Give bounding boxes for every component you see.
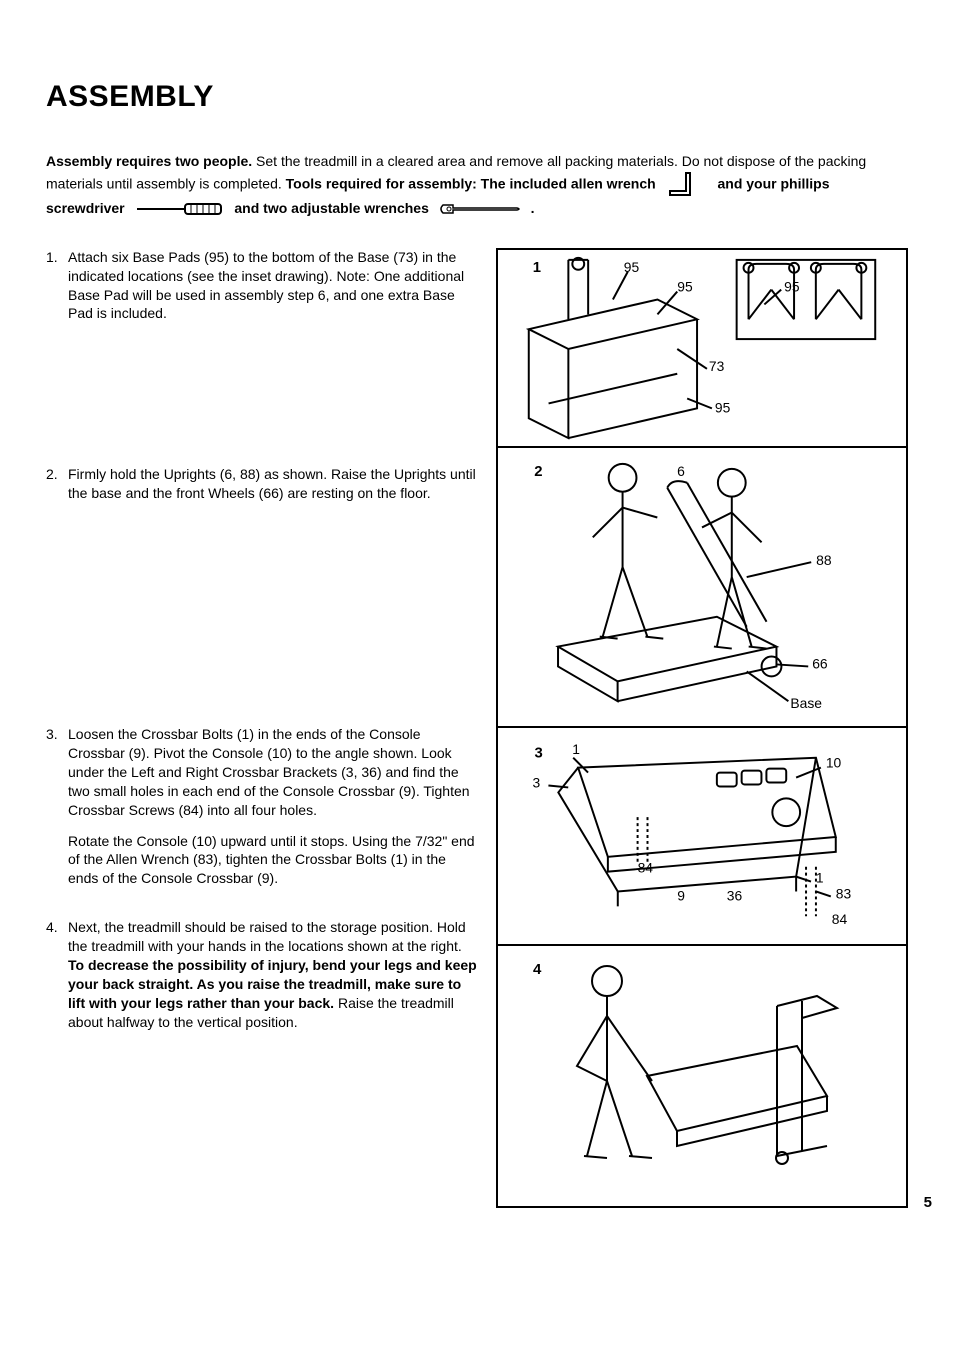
step-2-text: Firmly hold the Uprights (6, 88) as show… [68, 465, 478, 503]
callout-1b: 1 [816, 869, 824, 885]
step-3-text-a: Loosen the Crossbar Bolts (1) in the end… [68, 725, 478, 819]
callout-36: 36 [727, 887, 743, 903]
adjustable-wrench-icon [439, 201, 521, 217]
callout-84b: 84 [832, 911, 848, 927]
callout-base: Base [790, 695, 822, 711]
panel-4-id: 4 [533, 961, 542, 978]
figure-panel-3: 3 1 3 10 84 9 36 1 83 84 [498, 728, 906, 946]
screwdriver-icon [135, 202, 225, 216]
callout-95c: 95 [784, 278, 800, 294]
allen-wrench-icon [666, 171, 708, 199]
panel-1-id: 1 [533, 260, 541, 276]
figure-panel-4: 4 [498, 946, 906, 1206]
intro-tools-bold: Tools required for assembly: The include… [286, 176, 656, 192]
callout-95a: 95 [624, 259, 640, 275]
intro-period: . [531, 200, 535, 216]
step-4-before: Next, the treadmill should be raised to … [68, 919, 466, 954]
step-1-number: 1. [46, 248, 68, 336]
page-number: 5 [924, 1194, 932, 1211]
step-1-text: Attach six Base Pads (95) to the bottom … [68, 248, 478, 324]
step-1: 1. Attach six Base Pads (95) to the bott… [46, 248, 478, 336]
step-3-text-b: Rotate the Console (10) upward until it … [68, 832, 478, 889]
step-2: 2. Firmly hold the Uprights (6, 88) as s… [46, 465, 478, 515]
step-3-number: 3. [46, 725, 68, 900]
steps-column: 1. Attach six Base Pads (95) to the bott… [46, 248, 478, 1068]
panel-3-id: 3 [535, 746, 543, 762]
step-4-number: 4. [46, 918, 68, 1043]
callout-84a: 84 [638, 859, 654, 875]
figure-panel-1: 1 95 95 95 73 95 [498, 250, 906, 448]
content-row: 1. Attach six Base Pads (95) to the bott… [46, 248, 908, 1208]
step-3: 3. Loosen the Crossbar Bolts (1) in the … [46, 725, 478, 900]
step-4-text: Next, the treadmill should be raised to … [68, 918, 478, 1031]
figures-column: 1 95 95 95 73 95 [496, 248, 908, 1208]
callout-6: 6 [677, 463, 685, 479]
callout-1a: 1 [572, 741, 580, 757]
callout-88: 88 [816, 552, 832, 568]
callout-95d: 95 [715, 399, 731, 415]
step-2-number: 2. [46, 465, 68, 515]
intro-tools-end: and two adjustable wrenches [234, 200, 429, 216]
intro-paragraph: Assembly requires two people. Set the tr… [46, 152, 908, 218]
intro-lead-bold: Assembly requires two people. [46, 153, 252, 169]
figure-panel-2: 2 6 88 66 Base [498, 448, 906, 728]
callout-95b: 95 [677, 278, 693, 294]
callout-83: 83 [836, 885, 852, 901]
panel-2-id: 2 [534, 464, 542, 480]
page-title: ASSEMBLY [46, 80, 908, 114]
callout-3: 3 [533, 774, 541, 790]
callout-66: 66 [812, 655, 828, 671]
callout-73: 73 [709, 358, 725, 374]
callout-10: 10 [826, 754, 842, 770]
step-4: 4. Next, the treadmill should be raised … [46, 918, 478, 1043]
callout-9: 9 [677, 887, 685, 903]
